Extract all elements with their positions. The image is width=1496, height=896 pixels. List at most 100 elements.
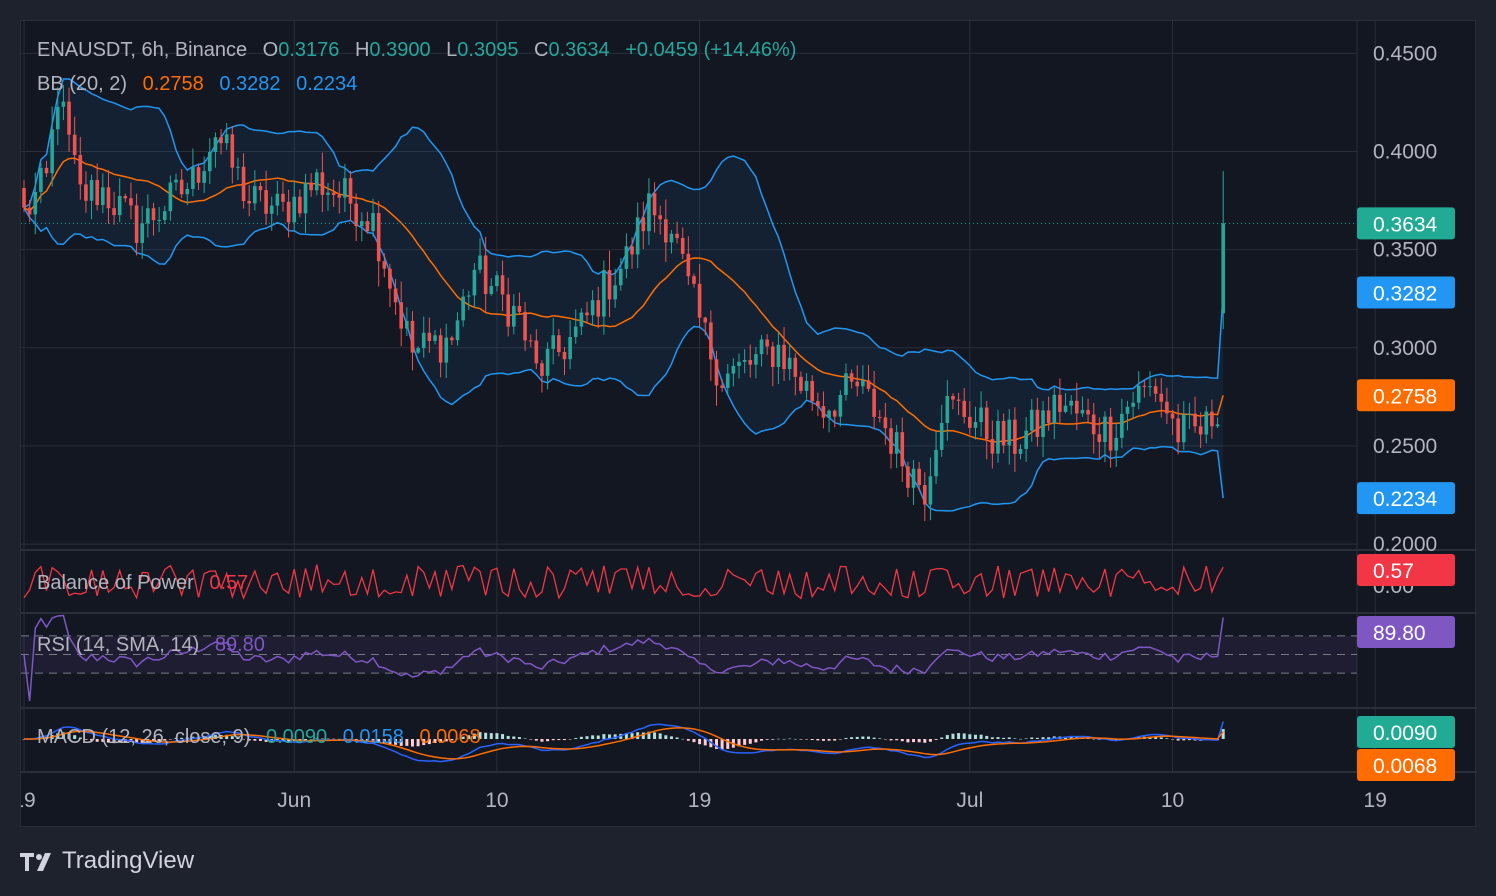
candle-body — [376, 213, 381, 262]
price-label: 0.2234 — [1357, 482, 1455, 515]
rsi-legend[interactable]: RSI (14, SMA, 14) 89.80 — [37, 634, 275, 657]
macd-histogram-bar — [1187, 739, 1191, 741]
macd-histogram-bar — [912, 739, 916, 743]
chart-frame[interactable]: 0.4500 0.4000 0.3500 0.3000 0.2500 0.2000 0.00… — [20, 20, 1477, 828]
macd-histogram-bar — [726, 739, 730, 749]
macd-histogram-bar — [1221, 729, 1225, 739]
candle-body — [770, 346, 775, 368]
macd-histogram-bar — [1041, 737, 1045, 739]
candle-body — [1108, 416, 1113, 451]
candle-body — [652, 193, 657, 216]
price-tick-label: 0.3500 — [1373, 239, 1437, 262]
candle-body — [292, 196, 297, 223]
candle-body — [635, 217, 640, 255]
legend-symbol[interactable]: ENAUSDT, 6h, Binance — [37, 39, 248, 61]
candle-body — [405, 320, 409, 329]
candle-body — [658, 215, 662, 220]
candle-body — [253, 186, 257, 204]
bop-axis-label-text: 0.57 — [1373, 560, 1414, 583]
candle-body — [861, 380, 865, 387]
candle-body — [1170, 413, 1175, 419]
time-tick-label: 10 — [485, 789, 508, 812]
macd-histogram-bar — [979, 734, 983, 739]
candle-body — [900, 432, 905, 467]
macd-histogram-bar — [67, 733, 71, 739]
macd-histogram-bar — [771, 739, 775, 740]
candle-body — [410, 320, 415, 353]
candle-body — [39, 167, 43, 192]
candle-body — [202, 171, 206, 183]
macd-histogram-bar — [140, 739, 144, 743]
macd-histogram-bar — [377, 739, 381, 742]
candle-body — [602, 270, 606, 317]
macd-legend[interactable]: MACD (12, 26, close, 9) 0.0090 0.0158 0.… — [37, 726, 491, 749]
candle-body — [579, 312, 584, 327]
candle-body — [1221, 223, 1225, 314]
macd-histogram-bar — [427, 739, 431, 745]
candle-body — [1013, 419, 1017, 454]
macd-hist-axis-label-bg — [1357, 716, 1455, 748]
candle-body — [191, 167, 195, 189]
candle-body — [309, 182, 313, 191]
macd-histogram-bar — [647, 731, 651, 739]
macd-histogram-bar — [630, 733, 634, 739]
price-tick-label: 0.2500 — [1373, 435, 1437, 458]
candles — [22, 85, 1225, 522]
candle-body — [320, 172, 325, 195]
candle-body — [1198, 426, 1203, 435]
candle-body — [877, 416, 882, 418]
macd-histogram-bar — [720, 739, 724, 750]
macd-histogram-bar — [304, 739, 307, 740]
rsi-axis-label-bg — [1357, 616, 1455, 648]
candle-body — [951, 396, 955, 400]
candle-body — [112, 208, 116, 216]
macd-histogram-bar — [861, 736, 865, 739]
candle-body — [849, 373, 854, 382]
candle-body — [179, 179, 184, 195]
bb-legend[interactable]: BB (20, 2) 0.2758 0.3282 0.2234 — [37, 73, 367, 96]
time-tick-label: 10 — [1161, 789, 1184, 812]
chart-canvas[interactable]: 0.4500 0.4000 0.3500 0.3000 0.2500 0.2000 0.00… — [21, 21, 1477, 828]
candle-body — [461, 296, 465, 321]
brand-name: TradingView — [62, 847, 195, 874]
tradingview-brand[interactable]: TradingView — [20, 846, 194, 876]
candle-body — [174, 179, 178, 183]
candle-body — [725, 373, 730, 388]
candle-body — [613, 285, 617, 300]
rsi-line — [23, 614, 1224, 702]
rsi-axis-label: 89.80 — [1357, 616, 1455, 648]
candle-body — [1052, 394, 1057, 423]
candle-body — [427, 332, 432, 341]
candle-body — [354, 203, 358, 227]
macd-histogram-bar — [337, 738, 341, 740]
bb-lower-line — [23, 207, 1224, 512]
macd-histogram-bar — [923, 739, 927, 743]
macd-histogram-bar — [562, 739, 566, 741]
candle-body — [624, 246, 629, 269]
macd-histogram-bar — [247, 739, 251, 741]
candle-body — [832, 410, 837, 417]
candle-body — [979, 407, 983, 423]
macd-histogram-bar — [1013, 738, 1017, 739]
macd-histogram-bar — [394, 739, 398, 745]
macd-histogram-bar — [760, 739, 764, 741]
time-tick-label: Jun — [277, 789, 311, 812]
time-tick-label: 19 — [688, 789, 711, 812]
macd-histogram-bar — [73, 735, 77, 739]
candle-body — [1136, 385, 1141, 403]
candle-body — [675, 233, 679, 239]
macd-histogram-bar — [180, 737, 184, 739]
macd-histogram-bar — [883, 739, 887, 740]
candle-body — [1142, 385, 1147, 387]
candle-body — [1007, 419, 1012, 446]
macd-histogram-bar — [360, 739, 364, 741]
candle-body — [196, 167, 201, 183]
candle-body — [990, 439, 995, 454]
macd-histogram-bar — [748, 739, 752, 744]
candle-body — [804, 381, 809, 391]
bop-legend[interactable]: Balance of Power 0.57 — [37, 572, 258, 595]
macd-histogram-bar — [61, 732, 65, 739]
candle-body — [703, 317, 708, 323]
macd-histogram-bar — [106, 739, 110, 743]
macd-histogram-bar — [185, 737, 189, 739]
